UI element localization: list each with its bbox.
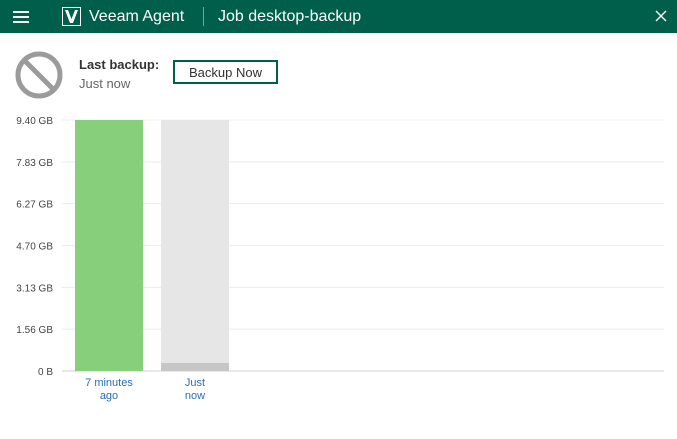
bar[interactable] bbox=[75, 120, 143, 371]
y-tick-label: 9.40 GB bbox=[16, 116, 53, 127]
veeam-logo-icon bbox=[62, 7, 81, 26]
prohibited-status-icon bbox=[15, 51, 63, 99]
backup-now-button[interactable]: Backup Now bbox=[173, 60, 278, 84]
backup-size-chart: 0 B 1.56 GB 3.13 GB 4.70 GB 6.27 GB 7.83 GB 9.… bbox=[16, 116, 664, 378]
y-tick-label: 1.56 GB bbox=[16, 325, 53, 336]
y-tick-label: 7.83 GB bbox=[16, 158, 53, 169]
x-category-label-line: now bbox=[184, 390, 206, 402]
app-name: Veeam Agent bbox=[89, 8, 185, 25]
x-category-label-line: ago bbox=[99, 390, 119, 402]
last-backup-label: Last backup: bbox=[79, 57, 160, 72]
job-title: Job desktop-backup bbox=[218, 8, 362, 25]
hamburger-menu-icon[interactable] bbox=[11, 8, 31, 26]
x-category-label[interactable]: 7 minutes ago bbox=[74, 377, 144, 403]
y-tick-label: 4.70 GB bbox=[16, 242, 53, 253]
y-tick-label: 6.27 GB bbox=[16, 200, 53, 211]
y-tick-label: 3.13 GB bbox=[16, 283, 53, 294]
close-icon[interactable] bbox=[651, 6, 671, 26]
x-category-label-line: Just bbox=[184, 377, 206, 389]
y-tick-label: 0 B bbox=[38, 367, 53, 378]
x-category-label-line: 7 minutes bbox=[85, 377, 133, 389]
x-category-label[interactable]: Just now bbox=[160, 377, 230, 403]
bar[interactable] bbox=[161, 362, 229, 371]
last-backup-value: Just now bbox=[79, 76, 131, 91]
title-separator bbox=[203, 7, 204, 26]
bar-background bbox=[161, 120, 229, 371]
title-bar: Veeam Agent Job desktop-backup bbox=[0, 0, 677, 33]
